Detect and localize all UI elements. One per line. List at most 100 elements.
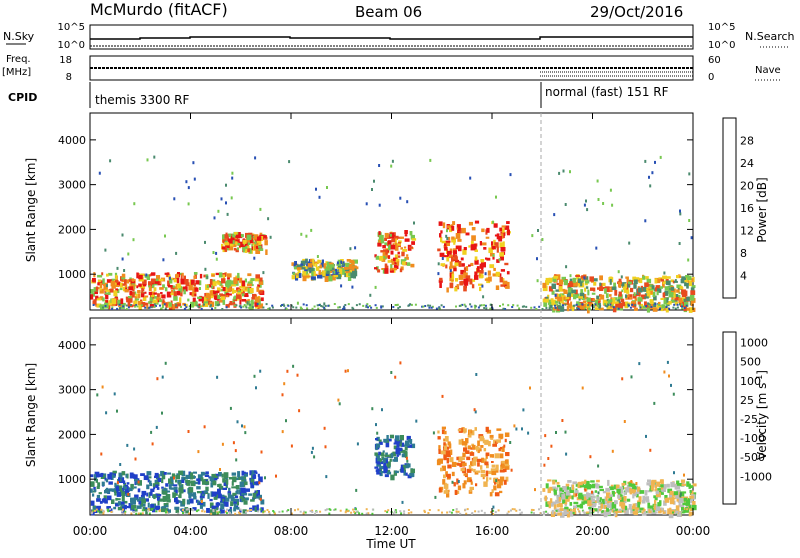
velocity-cell [157, 500, 160, 506]
power-cell [437, 248, 441, 252]
power-ground-cell [562, 304, 564, 307]
velocity-ground-cell [328, 512, 331, 515]
power-cell [241, 299, 247, 302]
power-scatter-cell [611, 203, 614, 207]
velocity-cell [639, 507, 644, 511]
velocity-cell [584, 499, 589, 504]
velocity-ground-cell [533, 512, 535, 515]
power-ground-cell [672, 306, 675, 309]
power-scatter-cell [554, 293, 557, 297]
power-cell [205, 292, 210, 299]
power-cell [468, 264, 471, 267]
velocity-cell [639, 490, 645, 494]
power-cell [222, 287, 226, 292]
power-cell [586, 297, 591, 302]
velocity-cell [647, 479, 652, 482]
velocity-cell [651, 480, 655, 486]
power-cell [495, 271, 500, 277]
power-scatter-cell [562, 169, 565, 173]
velocity-cell [578, 481, 583, 486]
nave-tick-bottom: 0 [708, 72, 714, 83]
power-scatter-cell [481, 284, 484, 288]
power-cell [384, 268, 389, 274]
velocity-scatter-cell [356, 442, 359, 446]
power-cell [382, 251, 386, 256]
power-cell [374, 254, 377, 258]
velocity-cell [496, 439, 501, 443]
velocity-cell [386, 435, 389, 441]
power-cell [129, 291, 133, 296]
velocity-cell [489, 434, 494, 439]
velocity-ground-cell [492, 509, 495, 512]
power-ground-cell [380, 305, 383, 308]
power-ground-cell [197, 305, 200, 308]
power-cell [167, 285, 173, 288]
time-x-axis: 00:00 04:00 08:00 12:00 16:00 20:00 00:00 [73, 113, 710, 538]
velocity-scatter-cell [151, 442, 154, 446]
power-cell [446, 287, 449, 293]
power-cell [604, 300, 610, 304]
power-cell [345, 273, 350, 278]
power-cell [319, 264, 322, 269]
velocity-ground-cell [109, 508, 111, 511]
power-cell [485, 236, 490, 239]
velocity-cell [154, 472, 159, 478]
velocity-cell [650, 484, 654, 491]
velocity-cell [376, 461, 381, 465]
power-cell [244, 242, 249, 247]
velocity-ground-cell [106, 508, 109, 511]
power-cell [237, 288, 241, 291]
power-cell [663, 298, 669, 304]
velocity-cell [573, 492, 577, 498]
velocity-cell [236, 500, 239, 506]
velocity-cell [466, 456, 471, 461]
power-cell [594, 307, 600, 310]
power-ground-cell [594, 303, 597, 306]
velocity-cell [682, 502, 688, 506]
velocity-cell [122, 504, 127, 510]
power-cell [635, 293, 640, 297]
velocity-cell [579, 503, 584, 509]
power-cell [453, 267, 457, 272]
power-cell [165, 304, 168, 308]
velocity-cell [496, 482, 502, 489]
power-cell [581, 278, 585, 282]
velocity-cell [244, 473, 248, 477]
velocity-cell [578, 493, 583, 499]
velocity-cell [456, 478, 459, 485]
velocity-cell [504, 432, 510, 437]
velocity-cell [243, 493, 248, 496]
power-ground-cell [118, 303, 121, 306]
power-cell [339, 268, 343, 275]
velocity-cell [468, 464, 472, 470]
power-cell [99, 288, 104, 294]
velocity-cell [491, 472, 497, 476]
power-cell [597, 298, 601, 303]
velocity-scatter-cell [475, 373, 478, 376]
power-cell [463, 279, 467, 283]
power-cell [602, 286, 607, 290]
power-cell [347, 276, 352, 281]
velocity-ground-cell [334, 508, 337, 511]
power-cell [167, 301, 170, 305]
power-cell [193, 283, 196, 287]
velocity-cell [547, 479, 552, 482]
power-ground-cell [196, 304, 199, 307]
power-ground-cell [292, 306, 295, 309]
power-cell [115, 280, 118, 283]
power-cell [138, 283, 142, 287]
power-ground-cell [287, 304, 290, 307]
velocity-cell [628, 482, 632, 487]
power-ground-cell [210, 304, 212, 307]
power-cell [181, 272, 184, 277]
power-cell [624, 283, 627, 289]
velocity-cell [618, 508, 621, 511]
power-cell [264, 240, 268, 246]
power-scatter-cell [429, 158, 432, 162]
velocity-cell [130, 483, 134, 490]
power-scatter-cell [296, 301, 299, 305]
velocity-cell [482, 440, 485, 444]
velocity-cell [218, 485, 224, 490]
velocity-cell [200, 471, 205, 476]
power-cell [644, 301, 647, 307]
